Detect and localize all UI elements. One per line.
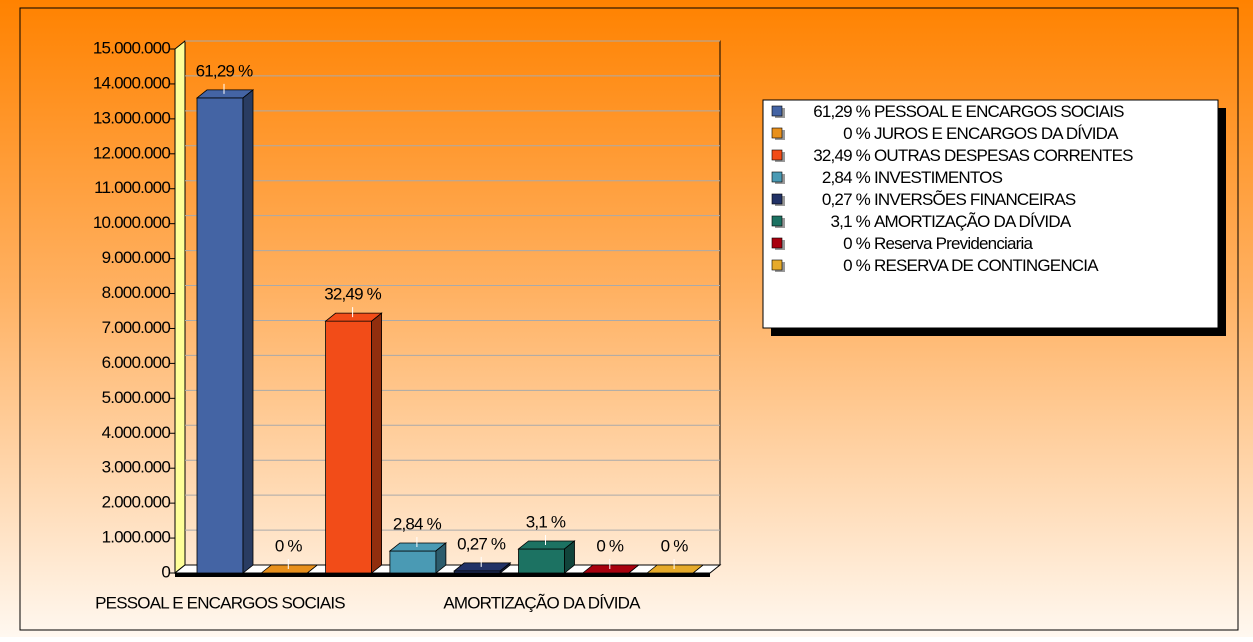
legend-value: 0,27 % — [822, 190, 871, 209]
bar-side — [564, 540, 575, 574]
legend-entry: AMORTIZAÇÃO DA DÍVIDA — [874, 212, 1072, 231]
y-tick-label: 6.000.000 — [102, 353, 171, 372]
bar-side — [307, 564, 318, 574]
bar-side — [435, 542, 447, 574]
value-label: 0 % — [596, 536, 624, 555]
legend-name: INVERSÕES FINANCEIRAS — [874, 190, 1076, 209]
legend-entry: 0 % — [843, 124, 871, 143]
value-label: 32,49 % — [324, 285, 381, 304]
legend-entry: 32,49 % — [813, 146, 870, 165]
bar-side — [242, 89, 254, 574]
legend-swatch — [771, 237, 783, 249]
y-tick-label: 8.000.000 — [102, 283, 171, 302]
frame — [19, 7, 1239, 631]
bar-side — [628, 564, 640, 574]
legend-swatch — [771, 149, 783, 161]
legend-swatch — [771, 193, 783, 205]
y-tick-label: 13.000.000 — [93, 108, 170, 127]
legend-name: RESERVA DE CONTINGENCIA — [874, 256, 1099, 275]
bar-side — [371, 312, 383, 574]
x-tick-label: AMORTIZAÇÃO DA DÍVIDA — [443, 593, 641, 612]
legend-entry: 3,1 % — [831, 212, 871, 231]
legend-entry: 0 % — [843, 256, 871, 275]
legend-name: JUROS E ENCARGOS DA DÍVIDA — [874, 124, 1119, 143]
bar — [325, 320, 373, 574]
legend-entry: Reserva Previdenciaria — [874, 234, 1033, 253]
y-tick-label: 4.000.000 — [102, 423, 171, 442]
legend-swatch — [771, 127, 783, 139]
bar-side — [692, 564, 704, 574]
y-tick-label: 12.000.000 — [93, 143, 170, 162]
legend-box — [762, 99, 1219, 329]
legend-swatch — [771, 105, 783, 117]
legend-entry: JUROS E ENCARGOS DA DÍVIDA — [874, 124, 1119, 143]
side-wall — [174, 39, 186, 575]
legend-swatch — [771, 215, 783, 227]
y-tick-label: 11.000.000 — [94, 178, 170, 197]
legend-swatch — [771, 171, 783, 183]
legend-value: 32,49 % — [813, 146, 870, 165]
y-tick-label: 14.000.000 — [93, 73, 170, 92]
legend-name: INVESTIMENTOS — [874, 168, 1003, 187]
legend-name: OUTRAS DESPESAS CORRENTES — [874, 146, 1133, 165]
bar-side — [499, 562, 511, 574]
legend-entry: PESSOAL E ENCARGOS SOCIAIS — [874, 102, 1124, 121]
legend-entry: INVERSÕES FINANCEIRAS — [874, 190, 1076, 209]
legend-entry: 0 % — [843, 234, 871, 253]
legend-value: 0 % — [843, 234, 871, 253]
value-label: 0 % — [661, 536, 689, 555]
legend-value: 61,29 % — [813, 102, 870, 121]
legend-value: 3,1 % — [831, 212, 871, 231]
floor — [173, 564, 722, 574]
bar — [196, 97, 244, 574]
y-tick-label: 10.000.000 — [93, 213, 170, 232]
legend-entry: INVESTIMENTOS — [874, 168, 1003, 187]
legend-name: AMORTIZAÇÃO DA DÍVIDA — [874, 212, 1072, 231]
legend-value: 2,84 % — [822, 168, 871, 187]
y-tick-label: 3.000.000 — [102, 458, 171, 477]
legend-entry: 2,84 % — [822, 168, 871, 187]
y-tick-label: 0 — [161, 562, 170, 581]
value-label: 61,29 % — [196, 61, 253, 80]
x-tick-label: PESSOAL E ENCARGOS SOCIAIS — [95, 593, 345, 612]
legend-value: 0 % — [843, 256, 871, 275]
legend-entry: OUTRAS DESPESAS CORRENTES — [874, 146, 1133, 165]
y-tick-label: 15.000.000 — [93, 38, 170, 57]
legend-swatch — [771, 259, 783, 271]
y-tick-label: 9.000.000 — [102, 248, 171, 267]
legend-value: 0 % — [843, 124, 871, 143]
legend-name: Reserva Previdenciaria — [874, 234, 1033, 253]
value-label: 0 % — [275, 536, 303, 555]
legend-entry: 61,29 % — [813, 102, 870, 121]
bar — [389, 550, 437, 574]
value-label: 0,27 % — [457, 534, 506, 553]
value-label: 3,1 % — [526, 512, 566, 531]
y-tick-label: 5.000.000 — [102, 388, 171, 407]
y-tick-label: 7.000.000 — [102, 318, 171, 337]
bar — [518, 548, 565, 574]
legend-entry: RESERVA DE CONTINGENCIA — [874, 256, 1099, 275]
y-tick-label: 2.000.000 — [102, 493, 171, 512]
y-tick-label: 1.000.000 — [102, 528, 171, 547]
value-label: 2,84 % — [393, 514, 442, 533]
legend-name: PESSOAL E ENCARGOS SOCIAIS — [874, 102, 1124, 121]
legend-entry: 0,27 % — [822, 190, 871, 209]
floor-front — [175, 573, 710, 577]
